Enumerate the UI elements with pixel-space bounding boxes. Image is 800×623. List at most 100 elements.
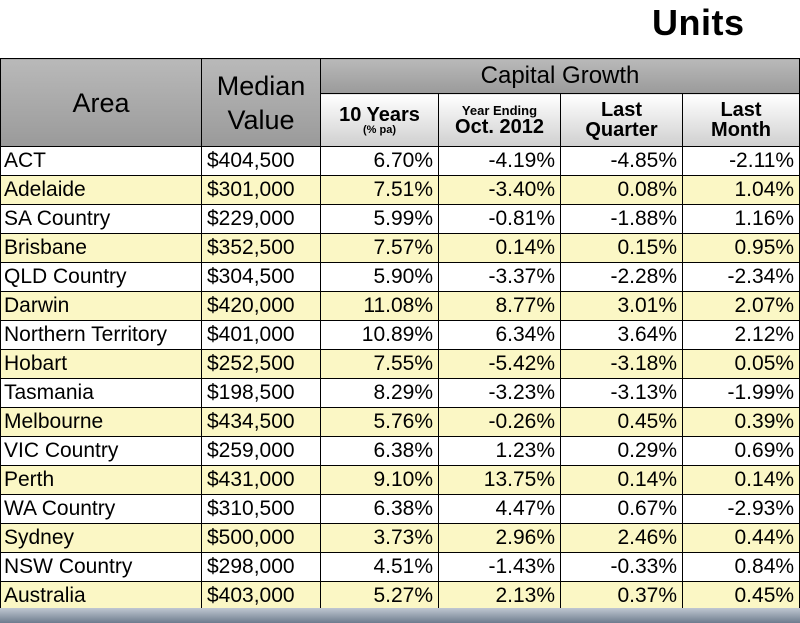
cell-median-value: $304,500 [201,262,321,292]
cell-last-month: 0.39% [681,407,800,437]
cell-10-years: 3.73% [320,523,439,553]
cell-last-quarter: 0.14% [560,465,683,495]
cell-year-ending: 1.23% [438,436,561,466]
cell-last-quarter: 0.15% [560,233,683,263]
header-year-ending-date: Oct. 2012 [455,115,544,138]
cell-area: Australia [0,581,202,611]
cell-10-years: 6.38% [320,494,439,524]
cell-year-ending: 8.77% [438,291,561,321]
table-row: SA Country $229,000 5.99% -0.81% -1.88% 1.16% [0,204,800,234]
cell-median-value: $252,500 [201,349,321,379]
cell-last-quarter: 2.46% [560,523,683,553]
cell-median-value: $403,000 [201,581,321,611]
cell-last-month: -2.93% [681,494,800,524]
cell-10-years: 7.55% [320,349,439,379]
cell-last-quarter: -3.13% [560,378,683,408]
cell-10-years: 6.38% [320,436,439,466]
cell-10-years: 5.76% [320,407,439,437]
table-row: VIC Country $259,000 6.38% 1.23% 0.29% 0.69% [0,436,800,466]
cell-year-ending: 4.47% [438,494,561,524]
cell-year-ending: -3.37% [438,262,561,292]
cell-last-quarter: 0.08% [560,175,683,205]
header-10-years: 10 Years (% pa) [320,93,439,147]
header-area: Area [0,58,202,147]
cell-year-ending: 6.34% [438,320,561,350]
cell-median-value: $352,500 [201,233,321,263]
cell-10-years: 7.51% [320,175,439,205]
cell-area: Northern Territory [0,320,202,350]
header-capital-growth: Capital Growth [319,58,800,94]
cell-median-value: $298,000 [201,552,321,582]
cell-year-ending: 2.96% [438,523,561,553]
cell-last-month: 2.07% [681,291,800,321]
table-row: Perth $431,000 9.10% 13.75% 0.14% 0.14% [0,465,800,495]
cell-median-value: $420,000 [201,291,321,321]
cell-10-years: 9.10% [320,465,439,495]
cell-10-years: 4.51% [320,552,439,582]
cell-last-quarter: -2.28% [560,262,683,292]
cell-last-month: 1.04% [681,175,800,205]
page-title: Units [652,2,745,43]
cell-year-ending: 13.75% [438,465,561,495]
cell-median-value: $310,500 [201,494,321,524]
cell-10-years: 5.27% [320,581,439,611]
header-last-quarter-line1: Last [600,99,643,121]
cell-year-ending: -1.43% [438,552,561,582]
table-row: Australia $403,000 5.27% 2.13% 0.37% 0.45% [0,581,800,611]
table-row: Adelaide $301,000 7.51% -3.40% 0.08% 1.04% [0,175,800,205]
cell-last-month: 2.12% [681,320,800,350]
cell-area: ACT [0,146,202,176]
cell-last-month: 0.44% [681,523,800,553]
header-year-ending: Year Ending Oct. 2012 [438,93,561,147]
cell-median-value: $500,000 [201,523,321,553]
cell-area: Adelaide [0,175,202,205]
table-row: ACT $404,500 6.70% -4.19% -4.85% -2.11% [0,146,800,176]
cell-median-value: $229,000 [201,204,321,234]
cell-last-month: 0.14% [681,465,800,495]
cell-year-ending: -0.26% [438,407,561,437]
cell-area: Sydney [0,523,202,553]
cell-year-ending: -5.42% [438,349,561,379]
header-10-years-unit: (% pa) [363,123,396,136]
cell-area: WA Country [0,494,202,524]
table-row: Northern Territory $401,000 10.89% 6.34% 3.6… [0,320,800,350]
cell-median-value: $434,500 [201,407,321,437]
cell-area: Perth [0,465,202,495]
header-last-quarter: Last Quarter [560,93,683,147]
cell-last-month: 0.05% [681,349,800,379]
cell-last-quarter: -1.88% [560,204,683,234]
header-last-quarter-line2: Quarter [585,119,658,141]
cell-10-years: 8.29% [320,378,439,408]
cell-10-years: 5.99% [320,204,439,234]
cell-last-quarter: -4.85% [560,146,683,176]
cell-area: Tasmania [0,378,202,408]
cell-last-month: -1.99% [681,378,800,408]
header-median-label: Median Value [216,70,306,135]
cell-last-month: 0.84% [681,552,800,582]
cell-area: SA Country [0,204,202,234]
cell-last-quarter: 0.45% [560,407,683,437]
cell-10-years: 6.70% [320,146,439,176]
table-row: Melbourne $434,500 5.76% -0.26% 0.45% 0.39% [0,407,800,437]
cell-area: Melbourne [0,407,202,437]
cell-last-quarter: 3.01% [560,291,683,321]
table-row: Brisbane $352,500 7.57% 0.14% 0.15% 0.95% [0,233,800,263]
cell-last-month: 0.95% [681,233,800,263]
header-median-value: Median Value [201,58,321,147]
cell-area: QLD Country [0,262,202,292]
cell-year-ending: -4.19% [438,146,561,176]
cell-last-quarter: 0.67% [560,494,683,524]
cell-last-quarter: 3.64% [560,320,683,350]
cell-10-years: 11.08% [320,291,439,321]
cell-median-value: $431,000 [201,465,321,495]
cell-area: NSW Country [0,552,202,582]
cell-last-quarter: 0.37% [560,581,683,611]
header-last-month-line1: Last [720,99,762,121]
header-last-month: Last Month [681,93,800,147]
header-last-month-line2: Month [711,119,772,141]
cell-median-value: $401,000 [201,320,321,350]
table-row: Sydney $500,000 3.73% 2.96% 2.46% 0.44% [0,523,800,553]
units-table: Area Median Value Capital Growth 10 Year… [0,58,800,611]
cell-area: Hobart [0,349,202,379]
cell-10-years: 10.89% [320,320,439,350]
